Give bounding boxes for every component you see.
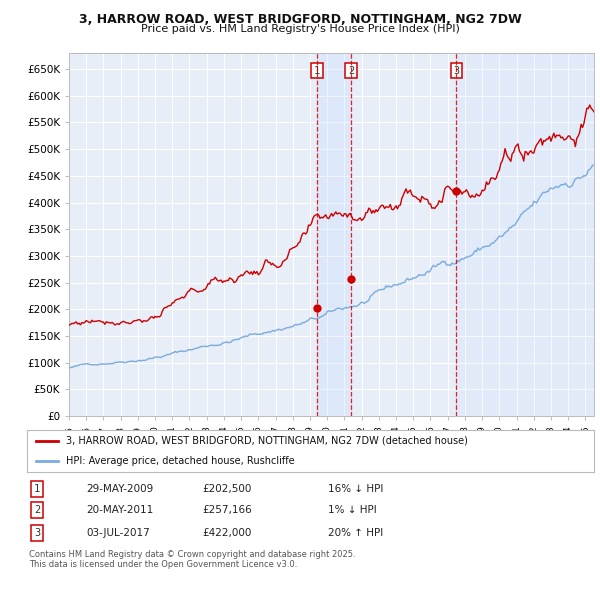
Text: 2: 2 bbox=[34, 506, 40, 515]
Text: 1: 1 bbox=[314, 66, 320, 76]
Text: £257,166: £257,166 bbox=[203, 506, 253, 515]
Text: HPI: Average price, detached house, Rushcliffe: HPI: Average price, detached house, Rush… bbox=[65, 455, 294, 466]
Text: Contains HM Land Registry data © Crown copyright and database right 2025.
This d: Contains HM Land Registry data © Crown c… bbox=[29, 550, 355, 569]
Text: 1% ↓ HPI: 1% ↓ HPI bbox=[328, 506, 376, 515]
Text: 3: 3 bbox=[34, 528, 40, 538]
Text: 20-MAY-2011: 20-MAY-2011 bbox=[86, 506, 154, 515]
Text: 1: 1 bbox=[34, 484, 40, 494]
Text: 3: 3 bbox=[453, 66, 460, 76]
Text: £422,000: £422,000 bbox=[203, 528, 252, 538]
Text: 3, HARROW ROAD, WEST BRIDGFORD, NOTTINGHAM, NG2 7DW (detached house): 3, HARROW ROAD, WEST BRIDGFORD, NOTTINGH… bbox=[65, 436, 467, 446]
Text: Price paid vs. HM Land Registry's House Price Index (HPI): Price paid vs. HM Land Registry's House … bbox=[140, 24, 460, 34]
Bar bbox=[317, 53, 351, 416]
Bar bbox=[456, 53, 594, 416]
Text: £202,500: £202,500 bbox=[203, 484, 252, 494]
Text: 2: 2 bbox=[348, 66, 354, 76]
Text: 16% ↓ HPI: 16% ↓ HPI bbox=[328, 484, 383, 494]
Text: 3, HARROW ROAD, WEST BRIDGFORD, NOTTINGHAM, NG2 7DW: 3, HARROW ROAD, WEST BRIDGFORD, NOTTINGH… bbox=[79, 13, 521, 26]
Text: 20% ↑ HPI: 20% ↑ HPI bbox=[328, 528, 383, 538]
Text: 03-JUL-2017: 03-JUL-2017 bbox=[86, 528, 150, 538]
Text: 29-MAY-2009: 29-MAY-2009 bbox=[86, 484, 154, 494]
